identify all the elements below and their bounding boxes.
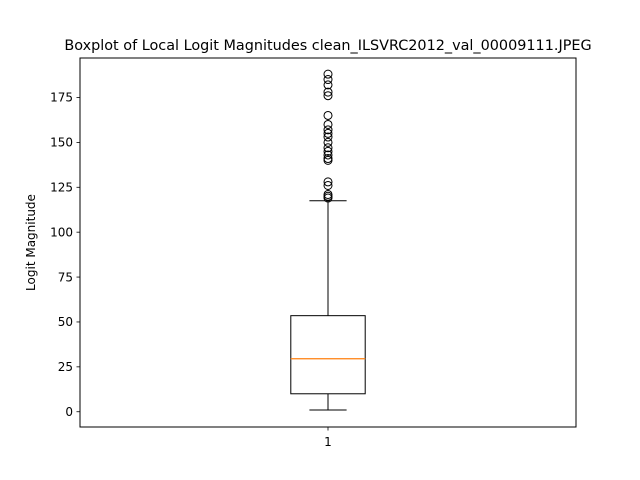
y-tick-label: 75 — [58, 270, 73, 284]
plot-area — [290, 69, 366, 411]
outlier-point — [323, 75, 333, 85]
y-tick-label: 125 — [50, 180, 73, 194]
x-tick-label: 1 — [324, 435, 332, 449]
outlier-point — [323, 150, 333, 160]
outlier-point — [323, 177, 333, 187]
outlier-point — [323, 80, 333, 90]
outlier-point — [323, 119, 333, 129]
outlier-point — [323, 128, 333, 138]
box-iqr — [290, 315, 366, 395]
outlier-point — [323, 110, 333, 120]
y-tick-label: 100 — [50, 225, 73, 239]
outlier-point — [323, 132, 333, 142]
outlier-point — [323, 180, 333, 190]
axis-ticks: 0 25 50 75 100 125 150 175 1 — [50, 91, 332, 449]
y-axis-label: Logit Magnitude — [24, 194, 38, 291]
y-tick-label: 150 — [50, 136, 73, 150]
outlier-point — [323, 69, 333, 79]
y-tick-label: 25 — [58, 360, 73, 374]
outlier-point — [323, 146, 333, 156]
outlier-point — [323, 87, 333, 97]
outlier-point — [323, 125, 333, 135]
outlier-point — [323, 154, 333, 164]
axes-frame — [79, 57, 577, 428]
y-tick-label: 50 — [58, 315, 73, 329]
outlier-point — [323, 143, 333, 153]
y-tick-label: 0 — [65, 405, 73, 419]
y-tick-label: 175 — [50, 91, 73, 105]
outlier-point — [323, 189, 333, 199]
outlier-point — [323, 91, 333, 101]
outlier-point — [323, 137, 333, 147]
chart-title: Boxplot of Local Logit Magnitudes clean_… — [64, 38, 591, 54]
